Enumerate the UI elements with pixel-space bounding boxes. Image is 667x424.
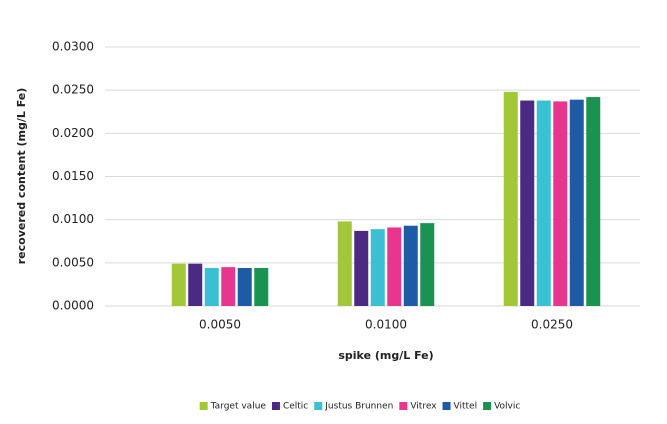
- x-tick-label: 0.0250: [531, 318, 573, 332]
- bar: [387, 227, 402, 306]
- y-tick-label: 0.0000: [52, 299, 94, 313]
- legend-swatch: [314, 402, 323, 410]
- bar: [354, 230, 369, 306]
- y-axis-title: recovered content (mg/L Fe): [15, 88, 28, 265]
- legend-label: Volvic: [494, 402, 520, 412]
- bar: [188, 263, 203, 306]
- y-tick-label: 0.0250: [52, 83, 94, 97]
- legend-swatch: [271, 402, 280, 410]
- legend-label: Justus Brunnen: [324, 402, 393, 412]
- x-tick-label: 0.0100: [365, 318, 407, 332]
- bar: [237, 268, 252, 306]
- bar: [337, 221, 352, 306]
- bar: [254, 268, 269, 306]
- bar: [403, 225, 418, 306]
- legend-label: Vitrex: [410, 402, 437, 412]
- y-tick-label: 0.0200: [52, 126, 94, 140]
- y-tick-label: 0.0050: [52, 255, 94, 269]
- bar: [520, 100, 535, 306]
- x-axis-title: spike (mg/L Fe): [338, 349, 433, 362]
- legend-swatch: [483, 402, 492, 410]
- bar: [171, 263, 186, 306]
- bar: [553, 101, 568, 306]
- y-tick-label: 0.0300: [52, 40, 94, 54]
- bar: [420, 223, 435, 306]
- legend-swatch: [442, 402, 451, 410]
- bar: [569, 99, 584, 306]
- legend-label: Target value: [210, 402, 267, 412]
- y-tick-label: 0.0100: [52, 212, 94, 226]
- x-tick-label: 0.0050: [199, 318, 241, 332]
- bar: [503, 91, 518, 306]
- bar: [536, 100, 551, 306]
- bar: [370, 229, 385, 306]
- y-tick-label: 0.0150: [52, 169, 94, 183]
- legend-swatch: [199, 402, 208, 410]
- legend-label: Vittel: [454, 402, 478, 412]
- bar: [204, 268, 219, 306]
- bar: [221, 267, 236, 306]
- legend-label: Celtic: [283, 402, 308, 412]
- legend-swatch: [399, 402, 408, 410]
- bar: [586, 97, 601, 306]
